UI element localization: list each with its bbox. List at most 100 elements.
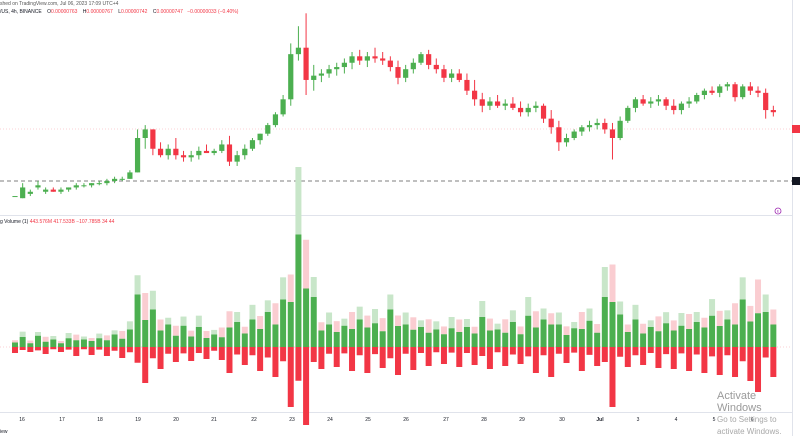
volume-bar-down bbox=[73, 347, 80, 356]
volume-bar-down bbox=[532, 347, 539, 373]
volume-bar-down bbox=[149, 347, 156, 359]
volume-bar-down bbox=[647, 347, 654, 353]
volume-bar-down-light bbox=[471, 326, 478, 334]
volume-bar-down bbox=[96, 347, 103, 350]
low-label: L bbox=[118, 9, 121, 15]
volume-bar-down-light bbox=[594, 324, 601, 333]
x-axis-label: 3 bbox=[637, 417, 640, 423]
volume-bar-down-light bbox=[732, 303, 739, 325]
volume-bar-up-light bbox=[509, 310, 516, 322]
volume-bar-down-light bbox=[578, 312, 585, 329]
low-value: 0.00000742 bbox=[121, 9, 148, 15]
volume-bar-up bbox=[211, 334, 218, 347]
volume-bar-up-light bbox=[739, 277, 746, 300]
volume-bar-down bbox=[27, 347, 34, 352]
candle-body bbox=[655, 99, 662, 102]
volume-bar-down bbox=[601, 347, 608, 362]
volume-bar-down bbox=[525, 347, 532, 357]
volume-bar-down bbox=[211, 347, 218, 351]
candle-body bbox=[548, 118, 554, 128]
volume-bar-up-light bbox=[165, 317, 172, 325]
volume-bar-up bbox=[257, 329, 264, 347]
volume-bar-down bbox=[494, 347, 501, 353]
volume-bar-down-light bbox=[119, 330, 126, 339]
volume-bar-down bbox=[663, 347, 670, 355]
candle-body bbox=[609, 129, 616, 138]
candle-body bbox=[280, 99, 286, 115]
x-axis-label: 20 bbox=[173, 417, 179, 423]
volume-bar-up bbox=[234, 322, 241, 347]
symbol-label[interactable]: /US, 4h, BINANCE bbox=[0, 9, 42, 15]
volume-title[interactable]: g Volume (1) bbox=[0, 219, 29, 225]
volume-bar-down-light bbox=[226, 311, 233, 328]
volume-bar-up bbox=[111, 334, 118, 347]
volume-bar-up bbox=[50, 339, 57, 347]
volume-bar-up bbox=[739, 299, 746, 347]
volume-bar-down bbox=[463, 347, 470, 353]
volume-bar-up bbox=[188, 336, 195, 347]
volume-bar-down bbox=[479, 347, 486, 356]
last-price-label bbox=[792, 125, 800, 133]
candle-body bbox=[380, 58, 386, 61]
volume-bar-down bbox=[670, 347, 677, 369]
candle-body bbox=[203, 150, 210, 154]
volume-bar-up bbox=[494, 329, 501, 347]
volume-bar-up bbox=[149, 309, 156, 347]
candle-body bbox=[27, 191, 33, 194]
volume-bar-up-light bbox=[126, 321, 133, 330]
candle-body bbox=[50, 189, 56, 192]
volume-bar-down-light bbox=[563, 326, 570, 335]
candle-body bbox=[694, 95, 700, 102]
volume-bar-up bbox=[218, 337, 225, 347]
volume-bar-down bbox=[555, 347, 562, 354]
candle-body bbox=[678, 103, 685, 111]
volume-bar-up-light bbox=[632, 304, 639, 320]
volume-bar-up-light bbox=[663, 312, 670, 324]
volume-bar-up-light bbox=[601, 267, 608, 297]
candle-body bbox=[663, 99, 669, 106]
candle-body bbox=[456, 73, 462, 80]
candle-body bbox=[525, 107, 531, 113]
volume-bar-down bbox=[57, 347, 64, 352]
volume-bar-up bbox=[701, 327, 708, 347]
volume-bar-down bbox=[119, 347, 126, 358]
x-axis-label: 28 bbox=[481, 417, 487, 423]
volume-bar-down-light bbox=[157, 319, 164, 331]
candle-body bbox=[533, 105, 539, 108]
candle-body bbox=[410, 62, 416, 70]
volume-bar-up-light bbox=[463, 319, 470, 327]
volume-bar-down bbox=[448, 347, 455, 353]
candle-body bbox=[89, 183, 95, 186]
volume-bar-up-light bbox=[326, 312, 333, 325]
volume-bar-down-light bbox=[57, 340, 64, 344]
candle-body bbox=[211, 150, 217, 154]
volume-bar-up bbox=[678, 325, 685, 347]
x-axis-label: 17 bbox=[59, 417, 65, 423]
candle-body bbox=[640, 99, 646, 104]
x-axis-label: 16 bbox=[19, 417, 25, 423]
volume-bar-up-light bbox=[96, 333, 103, 339]
volume-bar-down bbox=[586, 347, 593, 355]
volume-bar-up bbox=[295, 234, 302, 347]
volume-bar-down bbox=[770, 347, 777, 377]
volume-bar-down bbox=[349, 347, 356, 371]
volume-bar-up bbox=[724, 319, 731, 347]
volume-bar-down bbox=[103, 347, 110, 356]
candle-body bbox=[242, 148, 248, 156]
volume-bar-down bbox=[364, 347, 371, 373]
volume-bar-up bbox=[326, 324, 333, 347]
volume-bar-down bbox=[655, 347, 662, 368]
volume-bar-down bbox=[486, 347, 493, 369]
candle-body bbox=[740, 86, 746, 98]
volume-bar-up bbox=[563, 335, 570, 347]
candle-body bbox=[671, 105, 677, 111]
candle-body bbox=[234, 155, 240, 162]
volume-bar-down-light bbox=[142, 293, 149, 320]
volume-bar-up bbox=[303, 288, 310, 347]
volume-bar-down-light bbox=[755, 279, 762, 314]
volume-bar-up bbox=[96, 338, 103, 347]
volume-bar-down bbox=[540, 347, 547, 356]
candle-body bbox=[81, 185, 87, 187]
volume-bar-up bbox=[663, 323, 670, 347]
